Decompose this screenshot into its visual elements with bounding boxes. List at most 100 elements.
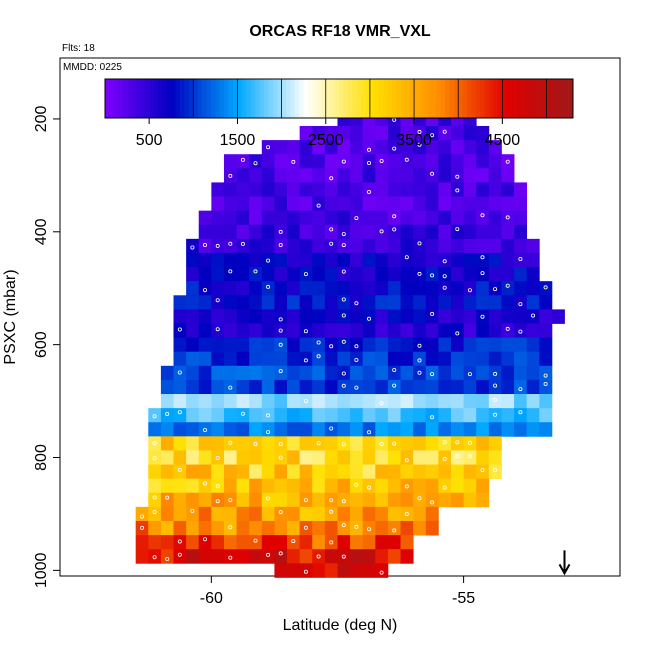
colorbar-segment [493,79,499,118]
colorbar-segment [533,79,538,118]
heatmap-cell [400,224,414,240]
heatmap-cell [261,422,275,437]
colorbar: 500 1500 2500 3500 4500 [104,78,574,149]
heatmap-cell [287,196,301,212]
heatmap-cell [186,365,200,381]
heatmap-cell [463,238,477,254]
heatmap-cell [223,450,237,465]
heatmap-cell [299,379,313,395]
colorbar-segment [259,79,265,118]
heatmap-cell [514,408,528,423]
colorbar-segment [281,79,287,118]
heatmap-cell [160,520,174,536]
heatmap-cell [476,309,490,324]
heatmap-cell [211,182,225,197]
heatmap-cell [375,549,389,564]
heatmap-cell [413,154,427,169]
heatmap-cell [299,422,313,437]
heatmap-cell [425,267,439,282]
heatmap-cell [223,224,237,240]
heatmap-cell [362,365,376,381]
colorbar-segment [339,79,344,118]
heatmap-cell [135,549,149,564]
heatmap-cell [211,210,225,226]
sample-point [215,327,220,332]
heatmap-cell [324,323,338,338]
sample-point [467,372,472,377]
sample-point [215,499,220,504]
sample-point [417,343,422,348]
heatmap-cell [387,549,401,564]
heatmap-cell [249,281,263,296]
heatmap-cell [287,267,301,282]
heatmap-cell [312,563,326,578]
heatmap-cell [375,182,389,197]
heatmap-cell [261,168,275,183]
heatmap-cell [324,267,338,282]
heatmap-cell [236,337,250,353]
heatmap-cell [476,196,490,212]
heatmap-cell [387,464,401,480]
heatmap-cell [324,351,338,367]
heatmap-cell [211,252,225,268]
heatmap-cell [198,408,212,423]
heatmap-cell [438,238,452,254]
heatmap-cell [350,351,364,367]
heatmap-cell [148,408,162,423]
sample-point [417,142,422,147]
heatmap-cell [539,309,553,324]
heatmap-cell [337,267,351,282]
sample-point [354,301,359,306]
colorbar-segment [378,79,384,118]
heatmap-cell [450,337,464,353]
colorbar-segment [268,79,274,118]
heatmap-cell [312,394,326,409]
heatmap-cell [186,549,200,564]
heatmap-cell [400,337,414,353]
colorbar-segment [528,79,534,118]
date-annotation: MMDD: 0225 [63,62,122,73]
heatmap-cell [299,168,313,183]
heatmap-cell [287,168,301,183]
heatmap-cell [261,140,275,155]
sample-point [202,537,207,542]
heatmap-cell [400,520,414,536]
heatmap-cell [362,295,376,310]
heatmap-cell [362,492,376,508]
heatmap-cell [413,309,427,324]
colorbar-segment [131,79,137,118]
heatmap-cell [463,267,477,282]
heatmap-cell [160,506,174,522]
heatmap-cell [476,182,490,197]
sample-point [341,371,346,376]
sample-point [139,525,144,530]
colorbar-segment [171,79,176,118]
heatmap-cell [413,323,427,338]
heatmap-cell [450,323,464,338]
heatmap-cell [488,436,502,451]
heatmap-cell [299,492,313,508]
colorbar-segment [153,79,159,118]
heatmap-cell [450,267,464,282]
heatmap-cell [249,478,263,494]
sample-point [165,557,170,562]
heatmap-cell [198,450,212,465]
heatmap-cell [362,379,376,395]
colorbar-segment [383,79,388,118]
colorbar-segment [418,79,424,118]
heatmap-cell [287,295,301,310]
heatmap-cell [299,394,313,409]
sample-point [228,173,233,178]
sample-point [190,508,195,513]
heatmap-cell [450,140,464,155]
heatmap-cell [438,394,452,409]
heatmap-cell [362,351,376,367]
colorbar-segment [343,79,349,118]
heatmap-cell [526,394,540,409]
heatmap-cell [312,168,326,183]
colorbar-segment [356,79,362,118]
heatmap-cell [274,267,288,282]
heatmap-cell [223,379,237,395]
y-tick-label: 1000 [33,552,50,588]
